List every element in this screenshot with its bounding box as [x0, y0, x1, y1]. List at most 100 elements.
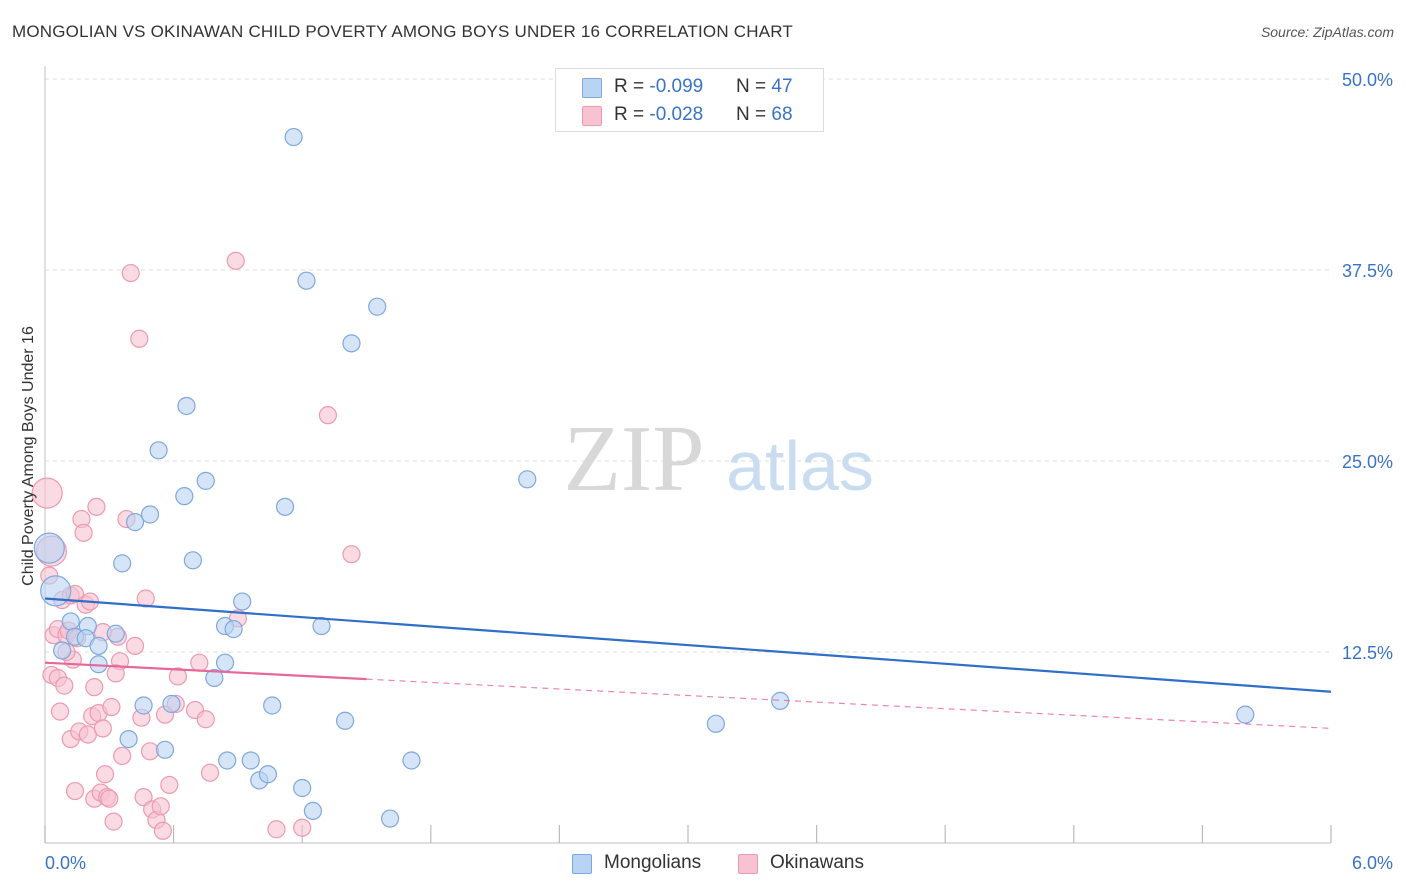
mongolians-points — [33, 127, 1255, 828]
legend-n-mongolians: N = 47 — [736, 76, 793, 98]
mongolians-point — [368, 297, 387, 316]
okinawans-point — [190, 653, 209, 672]
mongolians-point — [61, 612, 80, 631]
okinawans-point — [151, 797, 170, 816]
mongolians-point — [134, 696, 153, 715]
mongolians-point — [106, 624, 125, 643]
mongolians-point — [275, 497, 295, 516]
okinawans-point — [196, 710, 215, 729]
r-value: -0.028 — [649, 104, 704, 125]
mongolians-point — [258, 765, 278, 784]
mongolians-point — [162, 694, 181, 714]
mongolians-point — [284, 127, 303, 147]
tick-labels: 12.5% 25.0% 37.5% 50.0% 0.0% 6.0% — [45, 70, 1393, 873]
mongolians-point — [335, 711, 355, 730]
okinawans-point — [106, 664, 125, 683]
mongolians-point — [293, 778, 312, 798]
okinawans-legend-label: Okinawans — [770, 852, 864, 873]
okinawans-swatch — [582, 106, 602, 126]
okinawans-trend-extension — [366, 678, 1332, 729]
mongolians-point — [196, 471, 215, 490]
okinawans-point — [136, 589, 155, 608]
mongolians-point — [125, 513, 145, 532]
legend-row-okinawans: R = -0.028 N = 68 — [556, 101, 823, 129]
r-label: R = — [614, 104, 650, 125]
okinawans-point — [153, 821, 172, 840]
mongolians-point — [706, 714, 725, 733]
okinawans-trend-line — [44, 661, 367, 681]
trend-lines — [44, 597, 1332, 729]
okinawans-point — [50, 702, 70, 721]
okinawans-point — [104, 812, 123, 831]
okinawans-point — [342, 545, 361, 564]
chart-title: MONGOLIAN VS OKINAWAN CHILD POVERTY AMON… — [12, 22, 794, 41]
okinawans-point — [200, 763, 220, 782]
legend-r-okinawans: R = -0.028 — [614, 104, 703, 126]
mongolians-point — [119, 729, 138, 749]
okinawans-point — [318, 406, 338, 425]
mongolians-point — [380, 809, 400, 828]
okinawans-point — [113, 746, 132, 766]
x-tick-label: 0.0% — [45, 853, 86, 873]
watermark-zip: ZIP — [564, 407, 705, 511]
n-label: N = — [736, 76, 772, 97]
mongolians-point — [218, 751, 237, 770]
okinawans-point — [125, 636, 145, 655]
mongolians-point — [40, 575, 72, 607]
okinawans-legend-swatch — [738, 854, 758, 874]
grid-lines — [45, 78, 1331, 653]
mongolians-point — [233, 592, 252, 611]
legend-row-mongolians: R = -0.099 N = 47 — [556, 73, 823, 101]
correlation-legend: R = -0.099 N = 47 R = -0.028 N = 68 — [555, 68, 824, 132]
okinawans-point — [121, 263, 140, 283]
mongolians-point — [183, 551, 202, 570]
mongolians-legend-swatch — [572, 854, 592, 874]
mongolians-point — [177, 396, 196, 416]
mongolians-point — [518, 470, 537, 489]
okinawans-point — [85, 678, 104, 697]
n-label: N = — [736, 104, 772, 125]
watermark-atlas: atlas — [726, 427, 874, 505]
okinawans-points — [31, 251, 361, 840]
okinawans-point — [226, 251, 245, 270]
legend-r-mongolians: R = -0.099 — [614, 76, 703, 98]
r-label: R = — [614, 76, 650, 97]
n-value: 47 — [771, 76, 793, 97]
mongolians-point — [297, 271, 316, 290]
mongolians-legend-label: Mongolians — [604, 852, 702, 873]
mongolians-trend-line — [44, 597, 1332, 693]
okinawans-point — [267, 820, 286, 839]
mongolians-point — [241, 751, 260, 770]
y-tick-label: 37.5% — [1342, 261, 1393, 281]
mongolians-point — [1236, 705, 1255, 724]
mongolians-point — [303, 801, 323, 821]
okinawans-point — [74, 523, 93, 542]
mongolians-point — [342, 334, 361, 353]
okinawans-point — [65, 781, 85, 801]
mongolians-point — [33, 532, 65, 564]
mongolians-point — [402, 751, 421, 770]
mongolians-point — [263, 696, 282, 715]
okinawans-point — [102, 697, 121, 717]
mongolians-point — [89, 636, 108, 655]
mongolians-point — [224, 619, 243, 639]
okinawans-point — [100, 789, 119, 808]
y-tick-label: 50.0% — [1342, 70, 1393, 90]
n-value: 68 — [771, 104, 793, 125]
y-tick-label: 25.0% — [1342, 452, 1393, 472]
okinawans-point — [160, 775, 179, 795]
legend-n-okinawans: N = 68 — [736, 104, 793, 126]
okinawans-point — [95, 765, 115, 784]
okinawans-point — [55, 676, 74, 695]
mongolians-point — [149, 441, 168, 460]
okinawans-point — [140, 742, 160, 761]
mongolians-point — [215, 653, 235, 672]
okinawans-point — [168, 667, 187, 686]
mongolians-point — [53, 641, 72, 660]
okinawans-point — [87, 497, 106, 516]
y-axis-label: Child Poverty Among Boys Under 16 — [20, 326, 37, 586]
okinawans-point — [293, 818, 312, 837]
source-credit: Source: ZipAtlas.com — [1260, 24, 1394, 40]
mongolians-point — [113, 554, 132, 573]
